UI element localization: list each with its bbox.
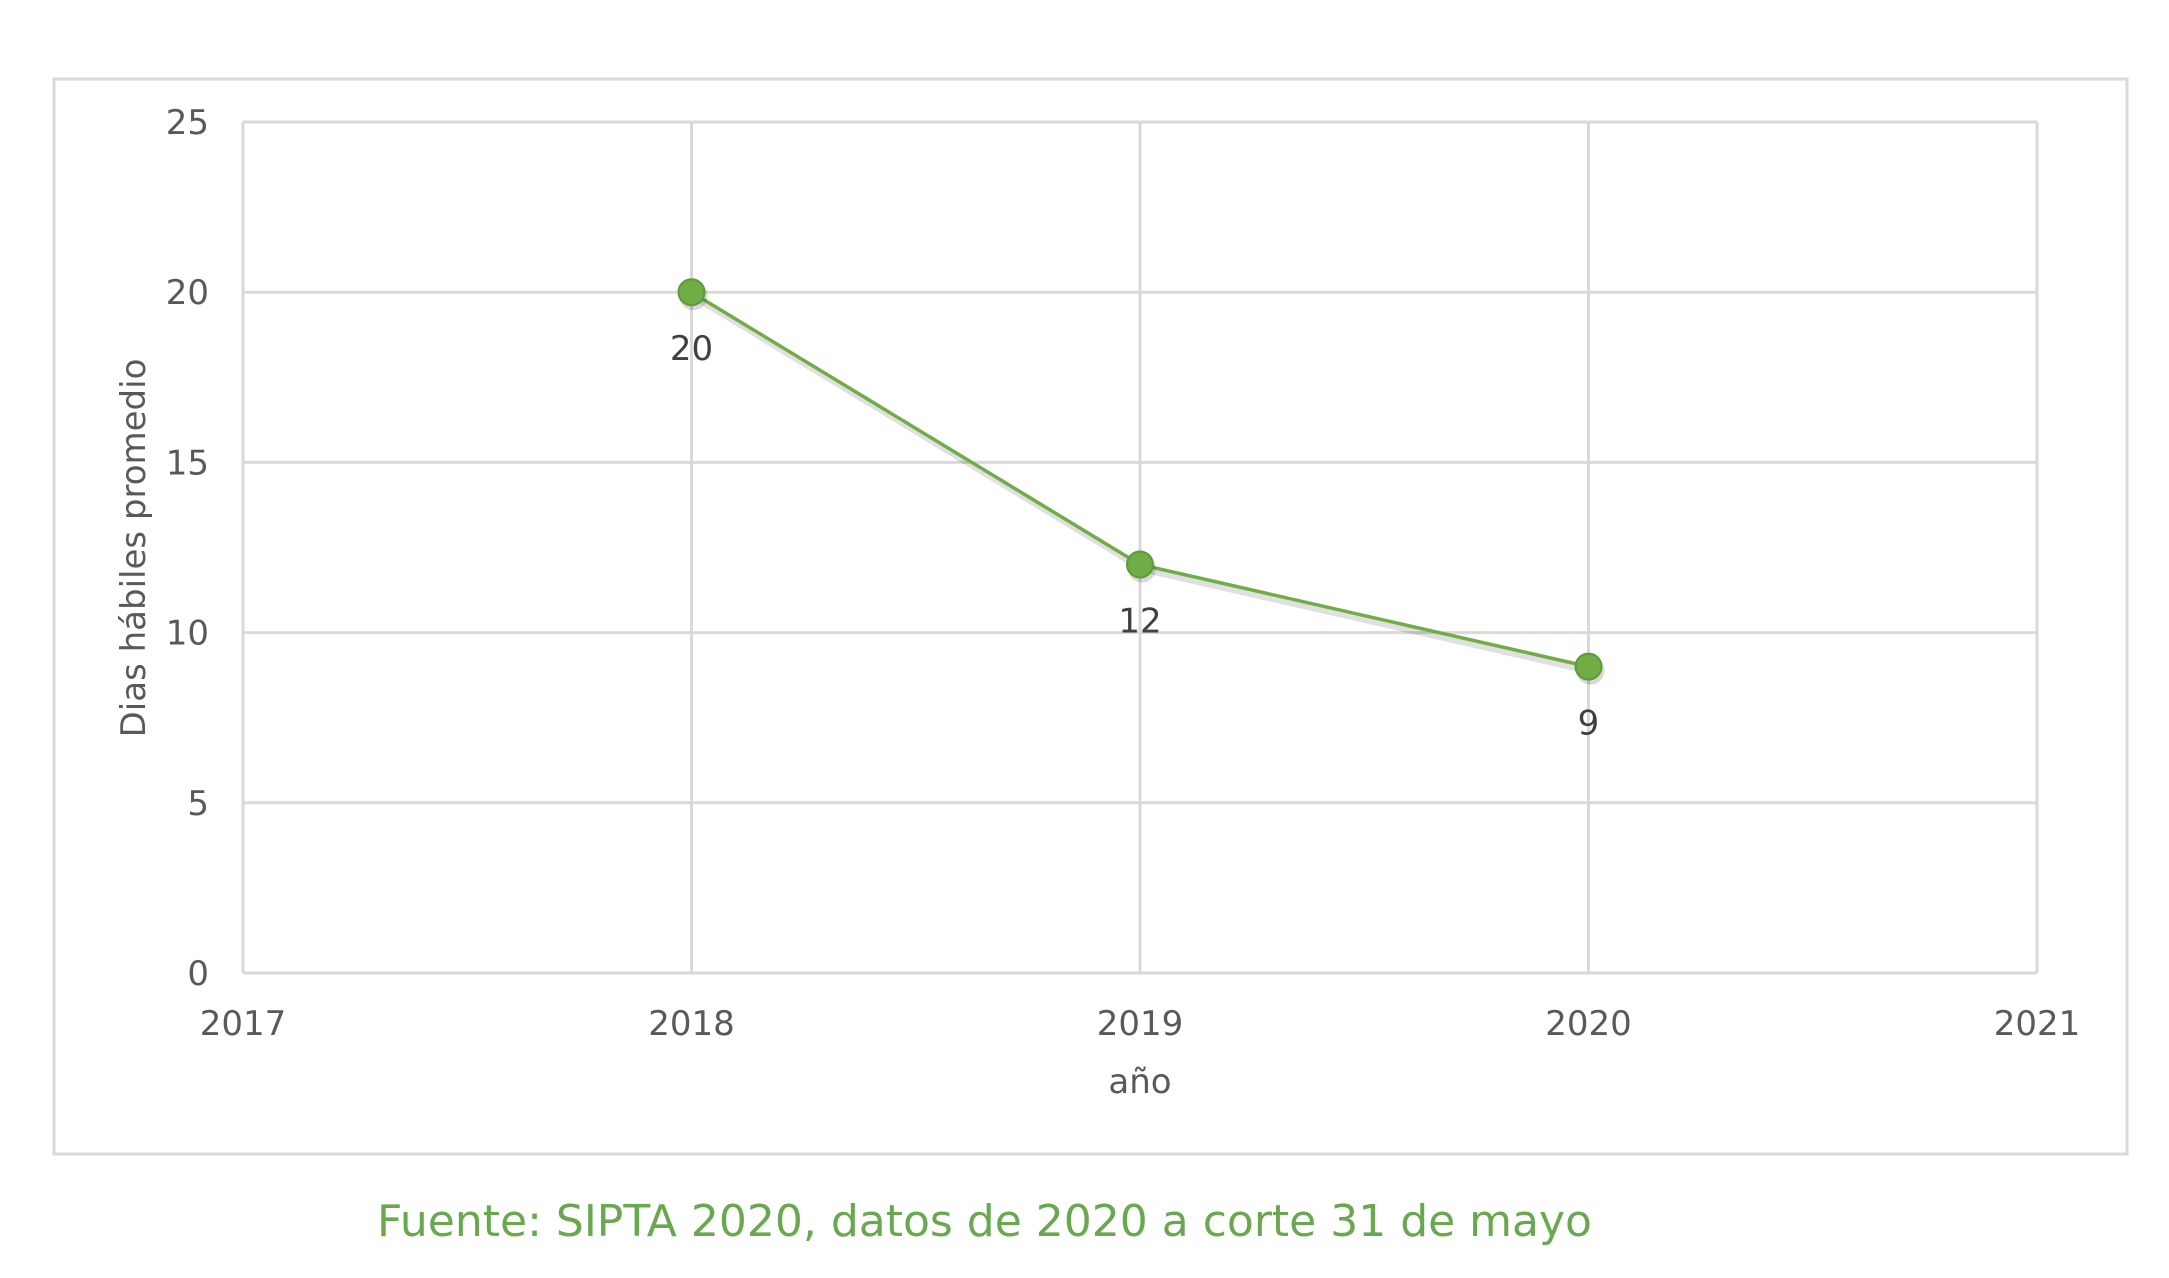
y-tick-label: 15 — [166, 443, 209, 483]
x-tick-label: 2021 — [1994, 1004, 2081, 1044]
y-axis-title: Dias hábiles promedio — [114, 359, 154, 738]
data-label: 20 — [670, 329, 713, 369]
x-tick-label: 2018 — [648, 1004, 735, 1044]
data-label: 9 — [1578, 704, 1600, 744]
data-point — [1126, 550, 1154, 579]
x-tick-label: 2017 — [200, 1004, 287, 1044]
x-tick-label: 2020 — [1545, 1004, 1632, 1044]
data-point — [677, 278, 706, 307]
x-tick-label: 2019 — [1097, 1004, 1184, 1044]
y-tick-label: 10 — [166, 614, 209, 654]
data-label: 12 — [1118, 602, 1161, 642]
source-note: Fuente: SIPTA 2020, datos de 2020 a cort… — [377, 1196, 1592, 1247]
y-tick-label: 0 — [187, 954, 209, 994]
data-point — [1574, 652, 1603, 681]
chart-frame — [52, 77, 2129, 1156]
y-tick-label: 5 — [187, 784, 209, 824]
y-tick-label: 20 — [166, 273, 209, 313]
y-tick-label: 25 — [166, 103, 209, 143]
x-axis-title: año — [1108, 1062, 1171, 1102]
